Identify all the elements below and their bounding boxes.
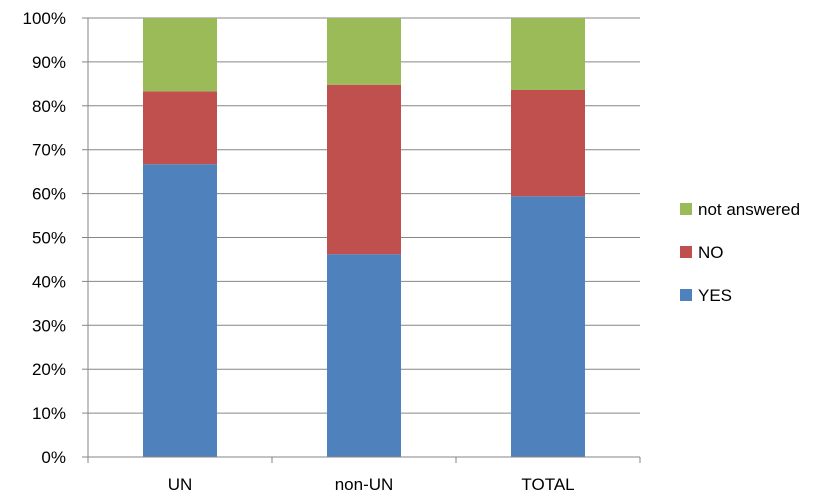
x-tick-label: UN <box>168 475 193 494</box>
legend-label: YES <box>698 286 732 305</box>
x-tick-label: TOTAL <box>521 475 574 494</box>
legend-swatch <box>680 203 692 215</box>
bars <box>143 18 585 457</box>
bar-segment-yes[interactable] <box>143 164 217 457</box>
bar-segment-no[interactable] <box>143 91 217 165</box>
bar-segment-yes[interactable] <box>511 196 585 457</box>
legend[interactable]: not answered NO YES <box>680 200 800 305</box>
axes <box>82 17 641 463</box>
y-tick-label: 20% <box>32 360 66 379</box>
bar-segment-no[interactable] <box>327 84 401 255</box>
bar-segment-not-answered[interactable] <box>327 18 401 85</box>
bar-segment-no[interactable] <box>511 89 585 197</box>
legend-label: not answered <box>698 200 800 219</box>
y-tick-label: 10% <box>32 404 66 423</box>
y-tick-label: 70% <box>32 141 66 160</box>
bar-segment-not-answered[interactable] <box>511 18 585 90</box>
x-tick-label: non-UN <box>335 475 394 494</box>
bar-segment-not-answered[interactable] <box>143 18 217 92</box>
y-axis-tick-labels: 0% 10% 20% 30% 40% 50% 60% 70% 80% 90% 100% <box>23 9 66 467</box>
legend-label: NO <box>698 243 724 262</box>
y-tick-label: 0% <box>41 448 66 467</box>
x-axis-tick-labels: UN non-UN TOTAL <box>168 475 575 494</box>
y-tick-label: 100% <box>23 9 66 28</box>
legend-item-not-answered[interactable]: not answered <box>680 200 800 219</box>
y-tick-label: 80% <box>32 97 66 116</box>
y-tick-label: 50% <box>32 229 66 248</box>
bar-segment-yes[interactable] <box>327 254 401 457</box>
legend-swatch <box>680 289 692 301</box>
legend-item-yes[interactable]: YES <box>680 286 732 305</box>
y-tick-label: 60% <box>32 185 66 204</box>
legend-swatch <box>680 246 692 258</box>
legend-item-no[interactable]: NO <box>680 243 724 262</box>
y-tick-label: 90% <box>32 53 66 72</box>
y-tick-label: 40% <box>32 272 66 291</box>
y-tick-label: 30% <box>32 316 66 335</box>
